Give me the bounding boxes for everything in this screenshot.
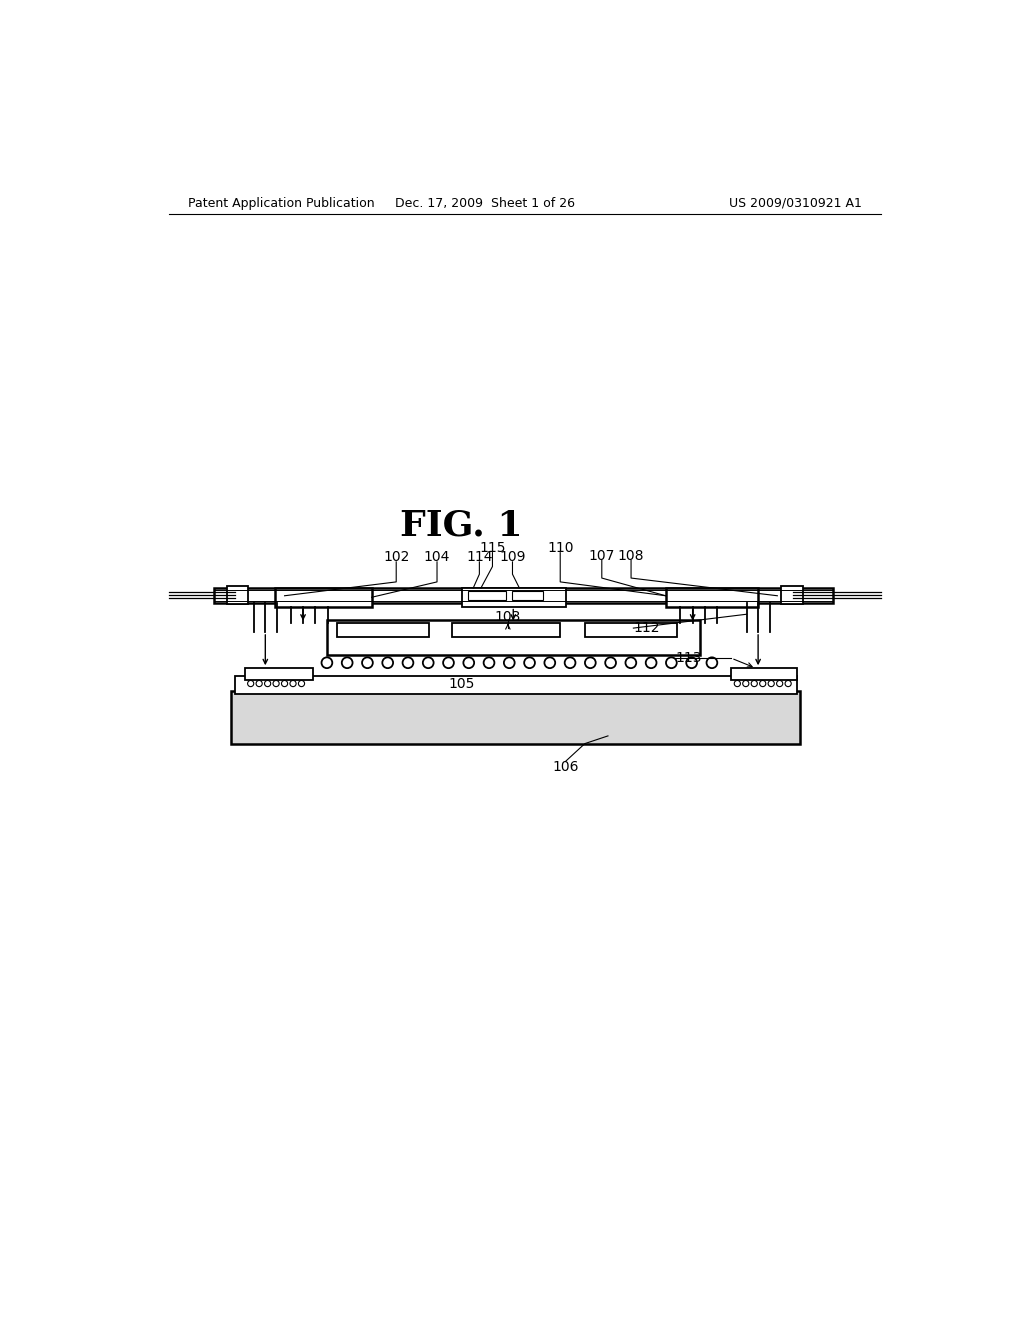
Text: 104: 104: [424, 550, 451, 564]
Text: 109: 109: [500, 550, 525, 564]
Bar: [585, 623, 677, 638]
Bar: [230, 692, 801, 743]
Text: 114: 114: [466, 550, 493, 564]
Bar: [226, 586, 249, 605]
Text: 115: 115: [479, 541, 506, 554]
Text: 105: 105: [449, 677, 475, 690]
Bar: [327, 620, 700, 655]
Bar: [275, 589, 372, 607]
Text: 107: 107: [589, 549, 615, 562]
Bar: [453, 623, 560, 638]
Text: US 2009/0310921 A1: US 2009/0310921 A1: [729, 197, 862, 210]
Bar: [214, 589, 833, 603]
Bar: [462, 589, 565, 607]
Bar: [337, 623, 429, 638]
Text: Dec. 17, 2009  Sheet 1 of 26: Dec. 17, 2009 Sheet 1 of 26: [395, 197, 574, 210]
Bar: [245, 668, 313, 681]
Text: 110: 110: [547, 541, 573, 554]
Text: 103: 103: [495, 610, 521, 623]
Text: 112: 112: [634, 622, 659, 635]
Text: Patent Application Publication: Patent Application Publication: [188, 197, 375, 210]
Bar: [781, 586, 803, 605]
Text: 102: 102: [383, 550, 410, 564]
Bar: [731, 668, 797, 681]
Text: FIG. 1: FIG. 1: [400, 508, 523, 543]
Text: 108: 108: [617, 549, 644, 562]
Bar: [666, 589, 758, 607]
Bar: [468, 591, 506, 599]
Bar: [234, 676, 797, 693]
Text: 106: 106: [552, 760, 579, 774]
Bar: [512, 591, 544, 599]
Text: 113: 113: [675, 651, 701, 665]
